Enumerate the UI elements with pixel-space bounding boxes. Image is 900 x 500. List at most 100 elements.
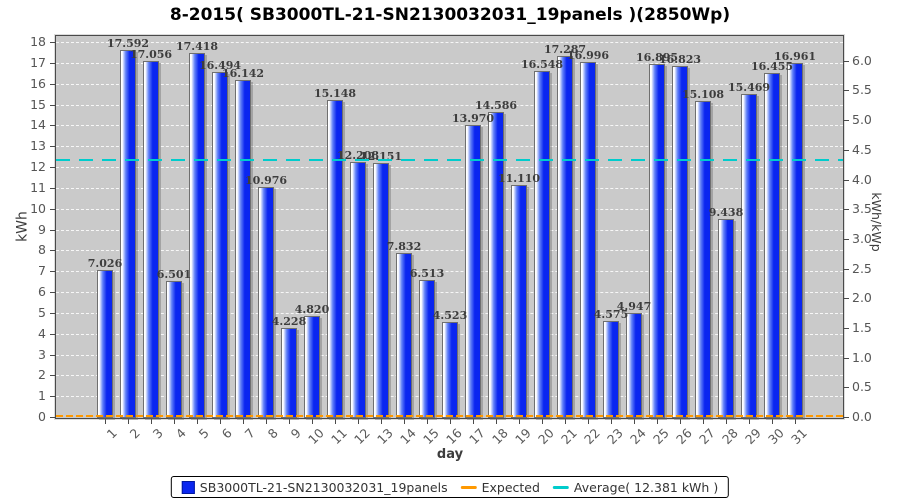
bar-value-label: 9.438 [708, 206, 744, 220]
y-tick-mark-left [50, 250, 55, 252]
bar-value-label: 10.976 [244, 174, 288, 188]
x-tick-mark [128, 419, 129, 424]
legend-average-label: Average( 12.381 kWh ) [573, 479, 719, 495]
bar-value-label: 17.418 [175, 40, 219, 54]
y-tick-mark-left [50, 187, 55, 189]
average-line [56, 159, 843, 162]
gridline [56, 292, 843, 293]
x-tick-mark [657, 419, 658, 424]
x-tick-mark [611, 419, 612, 424]
bar-value-label: 4.575 [593, 307, 629, 321]
y-tick-mark-left [50, 104, 55, 106]
legend-expected-item: Expected [460, 480, 540, 495]
x-tick-mark [358, 419, 359, 424]
bar-value-label: 6.513 [409, 267, 445, 281]
bar-value-label: 16.494 [198, 59, 242, 73]
bar-day-28 [718, 219, 734, 418]
bar-day-22 [580, 61, 596, 418]
bar-value-label: 13.970 [451, 111, 495, 125]
x-tick-label: 8 [264, 425, 281, 442]
bar-day-24 [626, 312, 642, 418]
bar-value-label: 4.228 [271, 314, 307, 328]
x-tick-mark [197, 419, 198, 424]
x-tick-label: 19 [512, 425, 534, 448]
y-tick-mark-left [50, 83, 55, 85]
bar-day-27 [695, 101, 711, 418]
bar-day-16 [442, 321, 458, 418]
y-tick-mark-left [50, 208, 55, 210]
y-tick-mark-right [844, 90, 849, 92]
y-tick-mark-left [50, 375, 55, 377]
bar-value-label: 16.455 [750, 60, 794, 74]
y-tick-mark-left [50, 292, 55, 293]
bar-value-label: 4.820 [294, 302, 330, 316]
bar-value-label: 16.142 [221, 66, 265, 80]
bar-day-14 [396, 252, 412, 418]
x-tick-label: 25 [650, 425, 672, 448]
bar-day-4 [166, 280, 182, 418]
y-tick-label-left: 13 [30, 138, 46, 154]
bar-value-label: 17.592 [106, 36, 150, 50]
x-tick-mark [703, 419, 704, 424]
y-tick-label-right: 3.0 [852, 230, 872, 246]
y-tick-label-left: 4 [38, 325, 46, 341]
x-tick-label: 21 [558, 425, 580, 448]
legend: SB3000TL-21-SN2130032031_19panels Expect… [170, 476, 730, 498]
plot-area: 7.026 17.592 17.056 6.501 17.418 16.494 16.142… [55, 35, 844, 419]
bar-value-label: 16.895 [635, 51, 679, 65]
y-tick-mark-left [50, 146, 55, 148]
x-tick-mark [749, 419, 750, 424]
y-tick-label-left: 10 [30, 200, 46, 216]
x-tick-label: 10 [305, 425, 327, 448]
gridline [56, 125, 843, 127]
y-tick-label-right: 4.0 [852, 171, 872, 187]
y-tick-mark-left [50, 417, 55, 418]
y-tick-mark-left [50, 62, 55, 64]
x-tick-label: 24 [627, 425, 649, 448]
y-tick-mark-right [844, 357, 849, 359]
x-tick-mark [519, 419, 520, 424]
bar-value-label: 16.548 [520, 58, 564, 72]
bar-day-8 [258, 187, 274, 418]
bar-value-label: 17.056 [129, 47, 173, 61]
gridline [56, 167, 843, 168]
bar-day-21 [557, 55, 573, 418]
y-tick-label-right: 3.5 [852, 201, 872, 217]
bar-day-1 [97, 269, 113, 418]
y-tick-label-left: 12 [30, 159, 46, 174]
x-tick-label: 26 [673, 425, 695, 448]
bar-day-17 [465, 124, 481, 418]
bar-value-label: 15.148 [313, 87, 357, 101]
y-tick-label-left: 14 [30, 117, 46, 133]
x-tick-label: 9 [287, 425, 304, 442]
x-tick-label: 11 [328, 425, 350, 448]
y-tick-label-left: 0 [38, 409, 46, 424]
y-tick-label-left: 7 [38, 263, 46, 279]
y-tick-mark-left [50, 354, 55, 356]
y-tick-mark-right [844, 268, 849, 270]
y-tick-label-left: 11 [30, 179, 46, 195]
y-tick-label-left: 9 [38, 221, 46, 237]
bar-value-label: 15.108 [681, 88, 725, 102]
x-tick-mark [312, 419, 313, 424]
x-tick-mark [680, 419, 681, 424]
bar-day-3 [143, 60, 159, 418]
x-tick-mark [243, 419, 244, 424]
x-tick-label: 12 [351, 425, 373, 448]
x-tick-mark [795, 419, 796, 424]
x-tick-label: 31 [788, 425, 810, 448]
y-tick-mark-left [50, 396, 55, 398]
x-tick-label: 3 [149, 425, 166, 442]
gridline [56, 229, 843, 231]
bar-value-label: 14.586 [474, 99, 518, 113]
x-tick-mark [335, 419, 336, 424]
x-tick-mark [151, 419, 152, 424]
y-tick-label-right: 2.0 [852, 290, 872, 306]
gridline [56, 187, 843, 189]
y-tick-label-left: 6 [38, 284, 46, 299]
y-tick-label-right: 1.5 [852, 319, 872, 335]
y-tick-mark-right [844, 149, 849, 151]
legend-average-item: Average( 12.381 kWh ) [552, 479, 719, 495]
expected-line [56, 415, 843, 417]
x-tick-label: 30 [765, 425, 787, 448]
